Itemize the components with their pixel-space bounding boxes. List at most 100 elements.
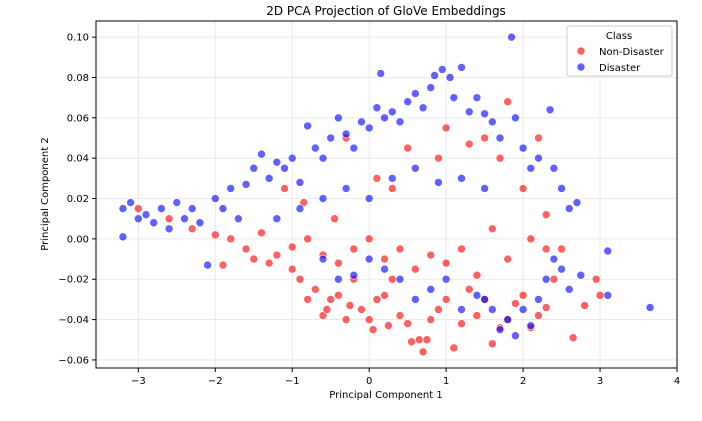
point-non-disaster xyxy=(372,295,382,304)
x-tick-label: −2 xyxy=(208,376,223,387)
point-non-disaster xyxy=(568,333,578,343)
point-non-disaster xyxy=(541,210,551,219)
point-disaster xyxy=(549,254,559,264)
point-disaster xyxy=(295,178,305,187)
x-axis-title: Principal Component 1 xyxy=(329,390,442,401)
point-disaster xyxy=(411,163,420,173)
legend: Class Non-Disaster Disaster xyxy=(566,25,673,77)
point-non-disaster xyxy=(434,305,443,314)
point-disaster xyxy=(564,285,574,294)
point-non-disaster xyxy=(480,133,489,143)
point-disaster xyxy=(295,204,305,213)
point-disaster xyxy=(376,69,386,78)
point-disaster xyxy=(426,83,436,92)
point-non-disaster xyxy=(226,234,235,244)
point-disaster xyxy=(495,133,505,143)
point-disaster xyxy=(149,218,159,228)
point-non-disaster xyxy=(518,291,528,300)
point-non-disaster xyxy=(326,295,336,304)
x-tick-label: 3 xyxy=(597,376,603,387)
point-non-disaster xyxy=(464,139,474,149)
point-non-disaster xyxy=(334,291,343,300)
plot-border xyxy=(95,20,678,369)
point-disaster xyxy=(303,121,312,131)
point-non-disaster xyxy=(257,228,266,238)
point-non-disaster xyxy=(384,321,393,330)
point-non-disaster xyxy=(303,295,312,304)
point-non-disaster xyxy=(422,335,432,345)
point-disaster xyxy=(534,295,543,304)
point-disaster xyxy=(472,93,482,102)
point-non-disaster xyxy=(441,295,451,304)
point-disaster xyxy=(195,218,205,228)
point-non-disaster xyxy=(441,123,451,133)
point-disaster xyxy=(118,232,128,242)
point-disaster xyxy=(164,224,174,234)
point-non-disaster xyxy=(511,299,520,308)
point-non-disaster xyxy=(403,143,412,153)
point-non-disaster xyxy=(495,153,505,163)
point-disaster xyxy=(126,198,135,207)
point-non-disaster xyxy=(534,133,543,143)
point-non-disaster xyxy=(418,347,428,357)
point-disaster xyxy=(341,184,351,193)
x-tick-label: 1 xyxy=(443,376,449,387)
chart-title: 2D PCA Projection of GloVe Embeddings xyxy=(266,4,506,18)
point-disaster xyxy=(503,315,513,324)
point-non-disaster xyxy=(330,214,339,224)
x-tick-label: 0 xyxy=(366,376,372,387)
point-non-disaster xyxy=(187,224,197,234)
point-non-disaster xyxy=(403,319,412,328)
point-disaster xyxy=(507,32,516,42)
point-disaster xyxy=(334,274,343,284)
point-disaster xyxy=(187,204,197,213)
point-disaster xyxy=(157,204,166,213)
y-axis-ticks: −0.06 −0.04 −0.02 0.00 0.02 0.04 0.06 0.08 0.10 xyxy=(58,33,96,366)
point-disaster xyxy=(557,264,566,274)
point-disaster xyxy=(218,204,228,213)
point-disaster xyxy=(426,285,436,294)
point-non-disaster xyxy=(549,274,559,284)
point-disaster xyxy=(488,117,497,127)
point-disaster xyxy=(576,270,586,280)
point-disaster xyxy=(341,129,351,139)
point-disaster xyxy=(118,204,128,213)
point-non-disaster xyxy=(595,291,605,300)
point-disaster xyxy=(349,143,359,153)
point-non-disaster xyxy=(434,153,443,163)
point-non-disaster xyxy=(464,285,474,294)
point-disaster xyxy=(526,163,536,173)
point-disaster xyxy=(526,321,536,330)
y-axis-title: Principal Component 2 xyxy=(40,137,51,250)
point-non-disaster xyxy=(541,303,551,312)
point-disaster xyxy=(511,113,520,123)
point-disaster xyxy=(603,246,613,256)
point-non-disaster xyxy=(241,244,251,254)
point-non-disaster xyxy=(488,339,497,349)
x-tick-label: 2 xyxy=(520,376,526,387)
point-disaster xyxy=(645,303,655,312)
point-non-disaster xyxy=(364,234,374,244)
point-non-disaster xyxy=(272,250,282,260)
legend-box xyxy=(566,25,673,77)
point-non-disaster xyxy=(414,335,424,345)
point-non-disaster xyxy=(426,250,436,260)
point-disaster xyxy=(434,178,443,187)
point-non-disaster xyxy=(372,174,382,183)
point-disaster xyxy=(380,113,389,123)
point-disaster xyxy=(449,93,459,102)
point-non-disaster xyxy=(395,244,405,254)
point-non-disaster xyxy=(557,244,566,254)
point-non-disaster xyxy=(287,264,297,274)
point-disaster xyxy=(318,254,328,264)
y-tick-label: −0.06 xyxy=(58,355,89,366)
point-disaster xyxy=(380,264,389,274)
point-disaster xyxy=(349,270,359,280)
point-disaster xyxy=(418,103,428,113)
point-disaster xyxy=(518,143,528,153)
point-disaster xyxy=(464,107,474,117)
point-disaster xyxy=(264,174,274,183)
point-disaster xyxy=(357,117,366,127)
point-non-disaster xyxy=(472,311,482,320)
point-disaster xyxy=(387,107,397,117)
